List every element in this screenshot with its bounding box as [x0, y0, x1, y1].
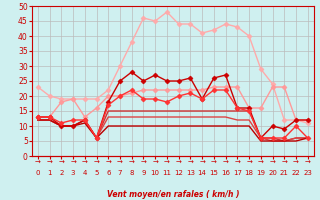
X-axis label: Vent moyen/en rafales ( km/h ): Vent moyen/en rafales ( km/h ): [107, 190, 239, 199]
